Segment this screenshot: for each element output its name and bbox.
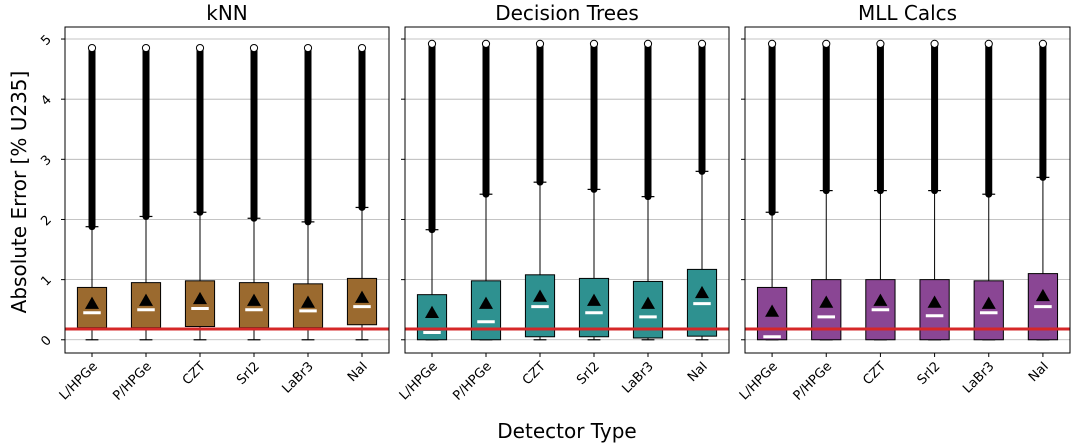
outlier-point xyxy=(767,39,777,48)
y-tick-label: 5 xyxy=(38,32,54,48)
x-tick-label: LaBr3 xyxy=(960,359,997,396)
outlier-point xyxy=(303,43,313,53)
panel-0: L/HPGe P/HPGe CZT SrI2 LaBr3 NaI 0 1 2 3 4 5 kNN xyxy=(38,1,390,404)
x-tick-label: SrI2 xyxy=(915,359,944,388)
mean-marker xyxy=(641,296,655,309)
y-tick-label: 2 xyxy=(38,213,54,229)
iqr-box xyxy=(919,279,950,341)
panel-title: MLL Calcs xyxy=(858,1,957,25)
mean-marker xyxy=(301,295,315,308)
x-tick-label: CZT xyxy=(520,359,549,388)
box-NaI xyxy=(686,39,718,341)
mean-marker xyxy=(695,285,709,299)
box-P/HPGe xyxy=(811,39,842,341)
outlier-point xyxy=(357,43,367,53)
outlier-point xyxy=(427,39,437,48)
panel-title: Decision Trees xyxy=(495,1,639,25)
iqr-box xyxy=(346,277,378,326)
mean-marker xyxy=(425,305,439,318)
outlier-point xyxy=(249,43,259,53)
outlier-point xyxy=(141,43,151,53)
x-tick-label: NaI xyxy=(685,359,711,385)
box-L/HPGe xyxy=(416,39,448,341)
outlier-point xyxy=(195,43,205,53)
box-P/HPGe xyxy=(470,39,502,341)
panels: L/HPGe P/HPGe CZT SrI2 LaBr3 NaI012345kNNL/HP… xyxy=(38,1,1071,404)
outlier-point xyxy=(643,39,653,48)
outlier-point xyxy=(481,39,491,48)
box-CZT xyxy=(524,39,556,341)
box-CZT xyxy=(184,43,216,341)
y-tick-label: 3 xyxy=(38,153,54,169)
x-tick-label: SrI2 xyxy=(574,359,603,388)
mean-marker xyxy=(873,293,888,306)
mean-marker xyxy=(247,293,261,306)
x-tick-label: L/HPGe xyxy=(397,359,441,403)
box-L/HPGe xyxy=(756,39,788,341)
x-tick-label: LaBr3 xyxy=(280,359,317,396)
mean-marker xyxy=(193,291,207,305)
iqr-box xyxy=(811,279,842,341)
mean-marker xyxy=(533,289,547,302)
outlier-point xyxy=(697,39,707,48)
outlier-point xyxy=(984,39,993,48)
axes-frame xyxy=(404,26,730,354)
mean-marker xyxy=(139,293,153,306)
y-axis-label: Absolute Error [% U235] xyxy=(7,71,31,314)
y-tick-label: 1 xyxy=(38,273,54,289)
mean-marker xyxy=(819,295,834,308)
box-P/HPGe xyxy=(130,43,162,341)
outlier-point xyxy=(589,39,599,48)
box-NaI xyxy=(1027,39,1059,341)
x-tick-label: NaI xyxy=(345,359,371,385)
box-NaI xyxy=(346,43,378,341)
y-tick-label: 4 xyxy=(38,92,54,108)
box-CZT xyxy=(865,39,896,341)
box-LaBr3 xyxy=(973,39,1004,341)
mean-marker xyxy=(1035,288,1050,302)
y-tick-label: 0 xyxy=(38,333,54,349)
panel-2: L/HPGe P/HPGe CZT SrI2 LaBr3 NaI MLL Calcs xyxy=(737,1,1071,404)
outlier-point xyxy=(1038,39,1048,48)
iqr-box xyxy=(973,280,1004,341)
mean-marker xyxy=(587,293,601,306)
panel-1: L/HPGe P/HPGe CZT SrI2 LaBr3 NaI Decision Tree… xyxy=(397,1,730,404)
box-LaBr3 xyxy=(632,39,664,341)
outlier-point xyxy=(930,39,939,48)
x-tick-label: P/HPGe xyxy=(110,359,154,403)
x-tick-label: CZT xyxy=(860,359,889,388)
box-SrI2 xyxy=(238,43,270,341)
panel-title: kNN xyxy=(206,1,248,25)
x-tick-label: P/HPGe xyxy=(450,359,494,403)
mean-marker xyxy=(85,296,99,309)
box-SrI2 xyxy=(578,39,610,341)
box-LaBr3 xyxy=(292,43,324,341)
x-tick-label: NaI xyxy=(1026,359,1052,385)
box-L/HPGe xyxy=(76,43,108,341)
x-tick-label: LaBr3 xyxy=(620,359,657,396)
iqr-box xyxy=(578,277,610,338)
outlier-point xyxy=(822,39,831,48)
iqr-box xyxy=(470,280,502,341)
mean-marker xyxy=(927,295,942,308)
x-tick-label: P/HPGe xyxy=(791,359,835,403)
outlier-point xyxy=(87,43,97,53)
mean-marker xyxy=(355,290,369,303)
x-tick-label: SrI2 xyxy=(234,359,263,388)
mean-marker xyxy=(765,304,780,317)
outlier-point xyxy=(535,39,545,48)
x-tick-label: CZT xyxy=(180,359,209,388)
x-tick-label: L/HPGe xyxy=(57,359,101,403)
box-SrI2 xyxy=(919,39,950,341)
x-axis-label: Detector Type xyxy=(497,419,636,443)
axes-frame xyxy=(744,26,1071,354)
x-tick-label: L/HPGe xyxy=(737,359,781,403)
mean-marker xyxy=(981,296,996,309)
iqr-box xyxy=(524,274,556,338)
axes-frame xyxy=(64,26,390,354)
outlier-point xyxy=(876,39,885,48)
mean-marker xyxy=(479,296,493,309)
